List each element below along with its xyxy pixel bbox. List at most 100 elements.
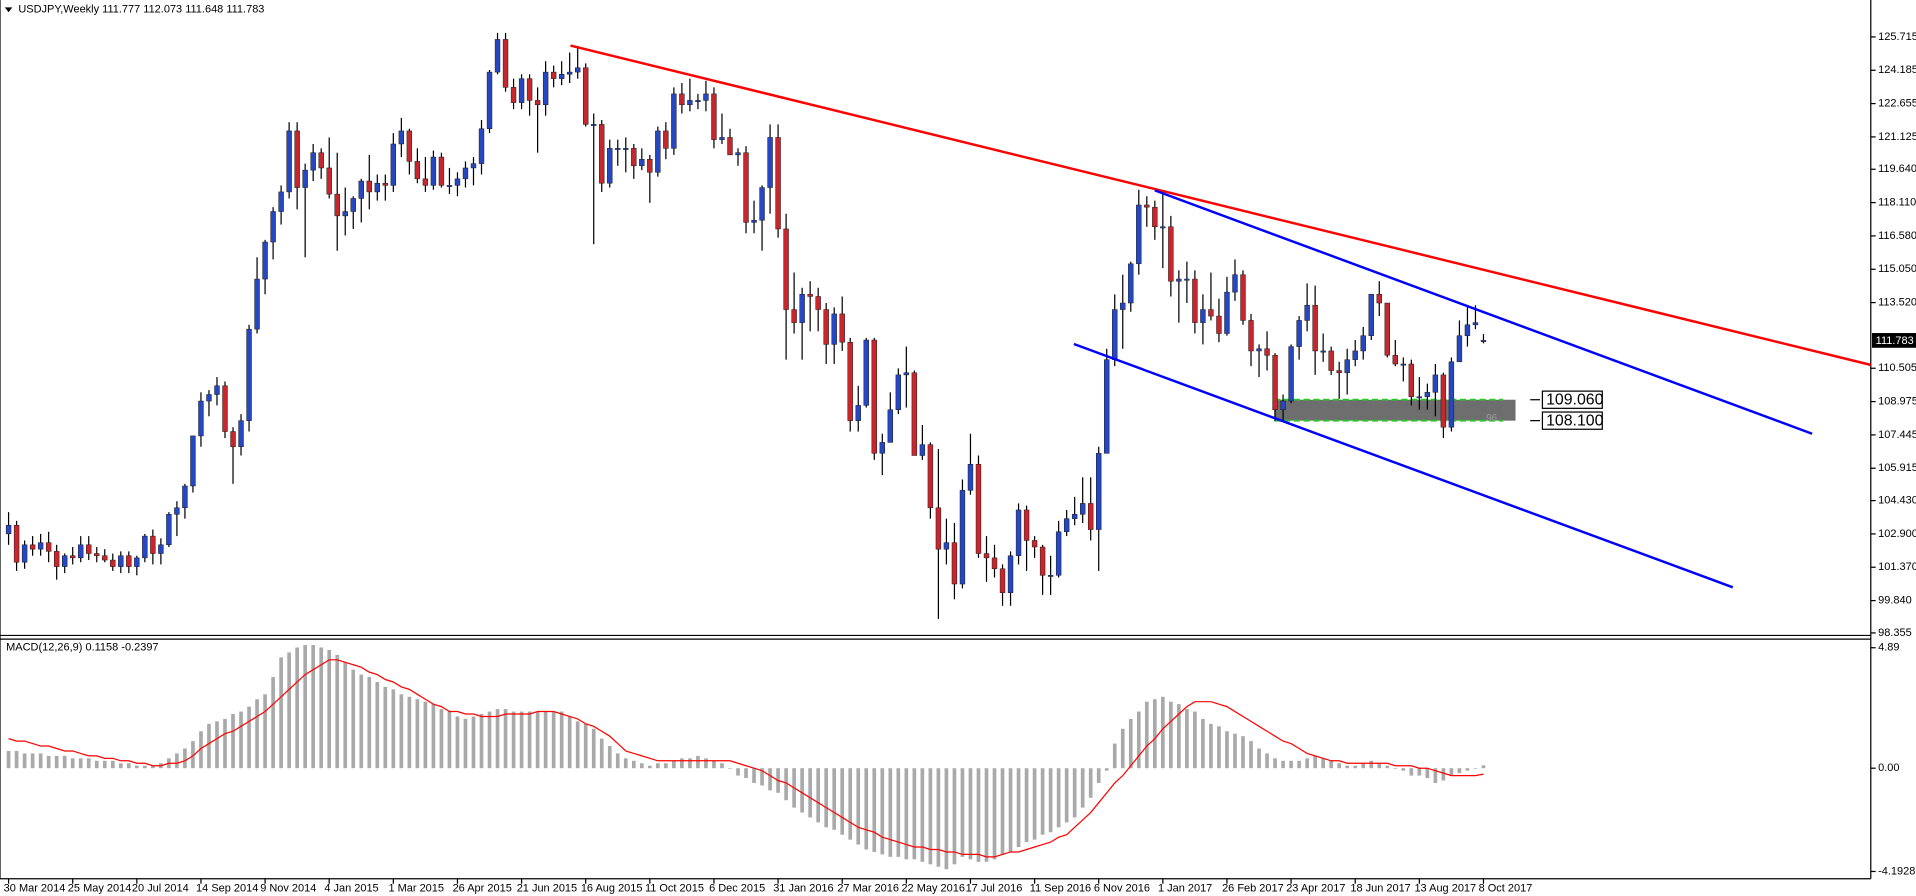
x-tick-label: 25 May 2014 — [68, 883, 132, 895]
candle-body — [422, 178, 429, 186]
macd-bar — [391, 689, 396, 769]
x-tick-label: 18 Jun 2017 — [1350, 883, 1410, 895]
candle-body — [518, 78, 525, 103]
macd-bar — [984, 768, 989, 862]
candle-body — [1112, 309, 1118, 360]
y-tick-label: 105.915 — [1878, 462, 1916, 474]
candle-body — [550, 71, 557, 79]
candle-body — [70, 555, 76, 559]
candle-body — [1432, 374, 1439, 393]
candle-body — [1208, 309, 1214, 317]
candle-body — [599, 124, 605, 184]
macd-bar — [904, 768, 909, 860]
candle-body — [1144, 204, 1150, 208]
candle-body — [358, 180, 364, 199]
y-tick-label: 98.355 — [1878, 627, 1912, 639]
y-tick-label: 104.430 — [1878, 494, 1916, 506]
candle-body — [1344, 359, 1350, 373]
candle-body — [623, 148, 629, 150]
macd-bar — [1393, 768, 1398, 769]
y-tick-label: 113.520 — [1878, 296, 1916, 308]
candle-body — [1096, 453, 1102, 530]
candle-body — [1440, 374, 1447, 428]
macd-bar — [78, 758, 83, 769]
macd-bar — [487, 711, 492, 769]
macd-bar — [351, 669, 356, 769]
candle-body — [871, 339, 877, 454]
candle-body — [1152, 206, 1158, 228]
candle-body — [807, 294, 813, 297]
x-tick-label: 8 Oct 2017 — [1479, 883, 1533, 895]
candle-body — [1312, 304, 1318, 352]
macd-bar — [1337, 763, 1342, 769]
candle-body — [1280, 400, 1286, 411]
macd-bar — [62, 755, 67, 769]
candle-body — [639, 158, 645, 167]
candle-body — [663, 130, 669, 149]
candle-body — [398, 130, 405, 145]
macd-bar — [191, 741, 195, 769]
macd-bar — [551, 711, 556, 769]
candle-body — [1360, 335, 1366, 352]
macd-bar — [856, 768, 861, 845]
macd-bar — [1249, 741, 1253, 769]
macd-bar — [952, 768, 957, 865]
candle-body — [29, 544, 36, 550]
macd-bar — [912, 768, 917, 860]
candle-body — [855, 405, 861, 421]
candle-body — [1216, 315, 1222, 334]
macd-bar — [800, 768, 804, 813]
macd-bar — [1257, 748, 1261, 769]
macd-bar — [1040, 768, 1045, 835]
macd-bar — [423, 701, 428, 769]
macd-title: MACD(12,26,9) 0.1158 -0.2397 — [6, 642, 158, 654]
macd-bar — [231, 714, 235, 769]
macd-bar — [1385, 765, 1390, 769]
macd-bar — [367, 677, 372, 769]
candle-body — [1128, 263, 1134, 304]
candle-body — [510, 87, 517, 103]
macd-bar — [1152, 699, 1157, 769]
price-title: USDJPY,Weekly 111.777 112.073 111.648 11… — [18, 4, 264, 16]
candle-body — [110, 559, 116, 567]
macd-bar — [808, 768, 812, 818]
macd-bar — [824, 768, 829, 828]
candle-body — [1472, 322, 1479, 326]
candle-body — [1079, 503, 1086, 515]
macd-bar — [527, 711, 532, 769]
x-tick-label: 20 Jul 2014 — [132, 883, 189, 895]
candle-body — [951, 542, 958, 585]
candle-body — [5, 524, 12, 535]
macd-bar — [880, 768, 885, 855]
candle-body — [1424, 392, 1431, 397]
candle-body — [86, 544, 92, 554]
candle-body — [1376, 294, 1382, 304]
candle-body — [903, 372, 910, 376]
candle-body — [182, 485, 188, 509]
trend-line — [1154, 189, 1813, 435]
x-tick-label: 26 Apr 2015 — [453, 883, 512, 895]
macd-bar — [1481, 765, 1486, 769]
macd-bar — [143, 765, 147, 769]
macd-bar — [816, 768, 820, 823]
candle-body — [583, 67, 589, 125]
candle-body — [831, 313, 837, 345]
macd-bar — [1289, 760, 1293, 769]
macd-bar — [1161, 696, 1165, 769]
x-tick-label: 17 Jul 2016 — [966, 883, 1023, 895]
menu-arrow[interactable] — [4, 7, 13, 13]
trend-line — [1073, 342, 1734, 589]
macd-bar — [303, 645, 307, 769]
macd-bar — [1417, 768, 1422, 776]
candle-body — [895, 374, 902, 411]
macd-bar — [319, 647, 324, 769]
macd-bar — [22, 753, 27, 769]
candle-body — [1336, 370, 1342, 373]
macd-bar — [102, 760, 107, 769]
macd-bar — [631, 760, 636, 769]
macd-bar — [1313, 755, 1317, 769]
candle-body — [246, 328, 252, 421]
x-tick-label: 21 Jun 2015 — [517, 883, 577, 895]
macd-bar — [46, 755, 51, 769]
macd-bar — [1056, 768, 1061, 828]
